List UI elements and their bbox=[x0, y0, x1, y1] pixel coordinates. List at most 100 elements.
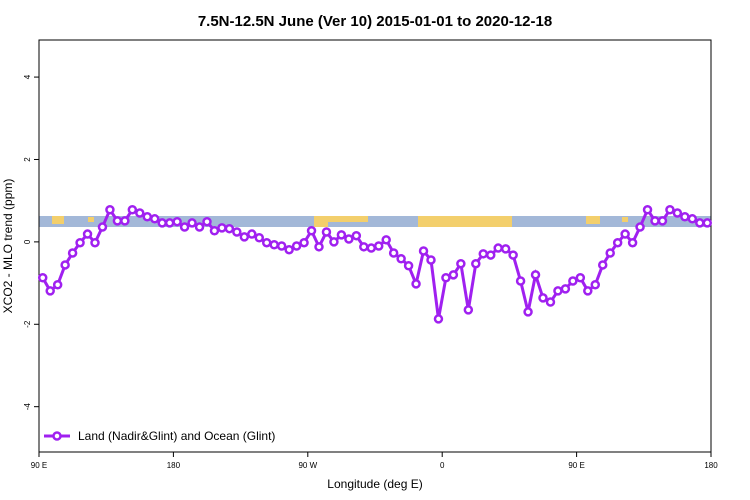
data-point bbox=[433, 314, 444, 324]
x-tick-label: 90 W bbox=[298, 461, 317, 470]
data-point bbox=[702, 218, 713, 228]
data-point bbox=[612, 237, 623, 248]
data-point bbox=[75, 237, 85, 248]
data-point bbox=[284, 244, 294, 255]
data-point bbox=[396, 254, 406, 264]
x-tick-label: 90 E bbox=[568, 461, 584, 470]
data-point bbox=[269, 240, 279, 250]
data-point bbox=[568, 276, 578, 286]
data-point bbox=[411, 279, 421, 289]
data-point bbox=[590, 279, 601, 290]
data-point bbox=[523, 307, 533, 317]
data-point bbox=[299, 237, 309, 248]
data-point bbox=[388, 248, 399, 258]
data-point bbox=[105, 204, 115, 215]
data-point bbox=[60, 260, 70, 270]
data-point bbox=[336, 230, 347, 240]
data-point bbox=[545, 297, 556, 307]
data-point bbox=[127, 204, 138, 215]
data-point bbox=[650, 216, 660, 226]
data-point bbox=[575, 272, 586, 283]
x-tick-label: 0 bbox=[440, 461, 445, 470]
data-point bbox=[52, 279, 63, 290]
x-tick-label: 180 bbox=[704, 461, 718, 470]
data-point bbox=[620, 229, 630, 239]
data-point bbox=[359, 242, 369, 252]
data-point bbox=[463, 305, 474, 315]
y-tick-label: -4 bbox=[23, 403, 32, 411]
data-point bbox=[508, 250, 518, 260]
data-point bbox=[82, 229, 93, 239]
x-tick-label: 90 E bbox=[31, 461, 47, 470]
chart-title: 7.5N-12.5N June (Ver 10) 2015-01-01 to 2… bbox=[198, 13, 552, 30]
data-point bbox=[381, 235, 391, 245]
data-point bbox=[314, 242, 324, 252]
data-point bbox=[149, 214, 160, 224]
data-point bbox=[209, 226, 220, 236]
data-point bbox=[478, 249, 489, 259]
data-point bbox=[179, 222, 190, 232]
data-point bbox=[515, 276, 526, 286]
x-axis-label: Longitude (deg E) bbox=[327, 477, 422, 491]
data-point bbox=[553, 286, 563, 296]
data-point bbox=[687, 214, 698, 224]
data-point bbox=[471, 258, 481, 269]
data-point bbox=[112, 216, 123, 226]
data-point bbox=[605, 248, 615, 258]
data-point bbox=[120, 216, 130, 226]
data-point bbox=[403, 261, 414, 271]
data-point bbox=[538, 293, 548, 303]
data-point bbox=[276, 241, 287, 251]
y-tick-label: 2 bbox=[23, 157, 32, 162]
data-point bbox=[291, 241, 302, 251]
data-point bbox=[635, 222, 645, 232]
data-point bbox=[493, 243, 503, 253]
plot-frame bbox=[38, 39, 712, 453]
data-point bbox=[224, 223, 235, 234]
data-point bbox=[254, 233, 265, 243]
data-point bbox=[665, 204, 675, 215]
data-point bbox=[135, 208, 145, 218]
data-point bbox=[194, 222, 205, 232]
data-point bbox=[456, 258, 466, 269]
data-point bbox=[37, 272, 48, 283]
y-tick-label: -2 bbox=[23, 320, 32, 328]
y-axis-label: XCO2 - MLO trend (ppm) bbox=[1, 179, 15, 314]
data-point bbox=[373, 241, 384, 251]
data-point bbox=[142, 211, 153, 222]
data-point bbox=[164, 218, 175, 228]
data-point bbox=[344, 234, 354, 244]
data-point bbox=[187, 218, 197, 228]
data-point bbox=[329, 237, 339, 247]
data-point bbox=[583, 286, 593, 296]
data-point bbox=[202, 216, 212, 227]
x-tick-label: 180 bbox=[167, 461, 181, 470]
data-point bbox=[695, 218, 705, 228]
data-point bbox=[157, 218, 167, 228]
data-point bbox=[418, 246, 429, 256]
data-point bbox=[530, 270, 541, 280]
data-point bbox=[441, 272, 451, 283]
data-point bbox=[680, 211, 690, 222]
data-point bbox=[426, 255, 436, 265]
data-point bbox=[657, 216, 668, 226]
data-point bbox=[306, 226, 317, 236]
data-point bbox=[247, 229, 257, 239]
data-point bbox=[261, 237, 272, 248]
data-point bbox=[448, 270, 459, 280]
data-point bbox=[217, 223, 227, 233]
data-point bbox=[351, 230, 362, 241]
data-point bbox=[67, 248, 78, 258]
land-ocean-strip bbox=[39, 216, 711, 227]
data-point bbox=[597, 260, 608, 270]
data-point bbox=[500, 244, 511, 254]
data-point bbox=[172, 216, 182, 227]
y-tick-label: 0 bbox=[23, 239, 32, 244]
data-point bbox=[97, 222, 108, 232]
data-point bbox=[627, 237, 638, 248]
data-point bbox=[239, 232, 250, 242]
data-point bbox=[45, 286, 55, 296]
data-point bbox=[485, 250, 496, 260]
data-point bbox=[642, 204, 653, 215]
